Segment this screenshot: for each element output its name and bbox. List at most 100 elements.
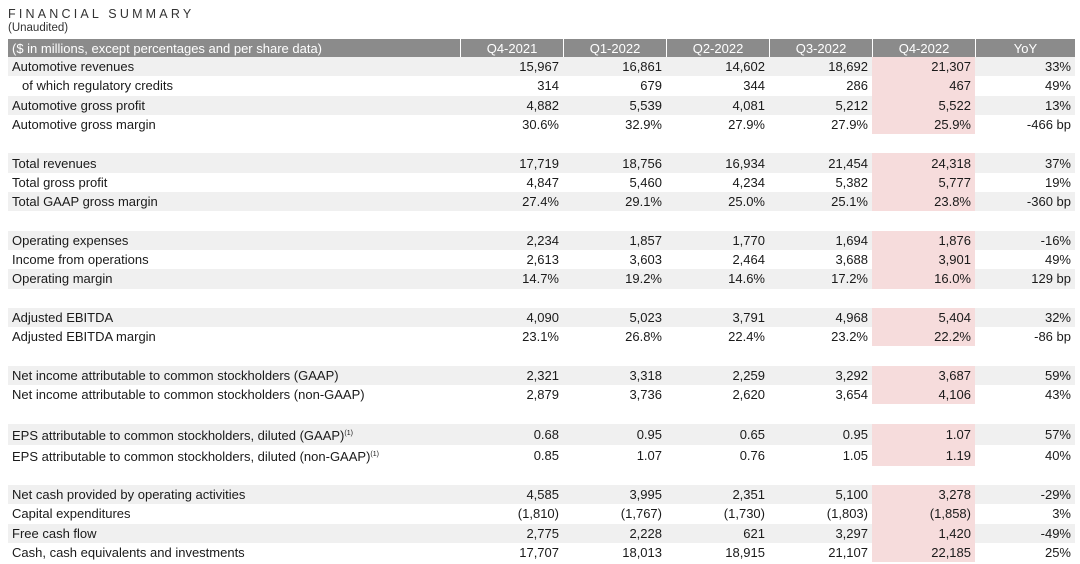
column-header-q2-2022: Q2-2022 xyxy=(666,39,769,57)
row-label: Capital expenditures xyxy=(8,504,460,524)
highlight-value-cell: 5,522 xyxy=(872,95,975,115)
row-label: Adjusted EBITDA margin xyxy=(8,327,460,347)
row-label: Net cash provided by operating activitie… xyxy=(8,484,460,505)
row-label-text: Total GAAP gross margin xyxy=(12,194,158,210)
value-cell: 21,107 xyxy=(769,542,872,563)
value-cell: 14.6% xyxy=(666,269,769,289)
row-label: Net income attributable to common stockh… xyxy=(8,385,460,405)
column-header-q4-2021: Q4-2021 xyxy=(460,39,563,57)
yoy-cell: -49% xyxy=(975,523,1075,543)
value-cell: 16,861 xyxy=(563,57,666,77)
yoy-cell: -29% xyxy=(975,484,1075,505)
column-header-q3-2022: Q3-2022 xyxy=(769,39,872,57)
group-spacer xyxy=(8,346,1075,366)
value-cell: 4,882 xyxy=(460,95,563,115)
highlight-value-cell: 21,307 xyxy=(872,57,975,77)
table-row: Income from operations 2,613 3,603 2,464 3,6… xyxy=(8,249,1075,270)
table-row: Automotive revenues 15,967 16,861 14,602 18,… xyxy=(8,57,1075,77)
value-cell: (1,767) xyxy=(563,504,666,524)
value-cell: 0.76 xyxy=(666,444,769,466)
value-cell: 3,603 xyxy=(563,249,666,270)
value-cell: 286 xyxy=(769,76,872,96)
table-row: EPS attributable to common stockholders,… xyxy=(8,444,1075,466)
financial-table: ($ in millions, except percentages and p… xyxy=(8,39,1075,563)
value-cell: 5,382 xyxy=(769,172,872,193)
value-cell: 0.95 xyxy=(769,423,872,445)
value-cell: 21,454 xyxy=(769,153,872,173)
yoy-cell: -466 bp xyxy=(975,114,1075,135)
spacer-cell xyxy=(8,288,1075,308)
row-label: Operating margin xyxy=(8,269,460,289)
highlight-value-cell: 23.8% xyxy=(872,192,975,212)
highlight-value-cell: 22,185 xyxy=(872,542,975,563)
value-cell: 17.2% xyxy=(769,269,872,289)
row-label: of which regulatory credits xyxy=(8,76,460,96)
group-spacer xyxy=(8,288,1075,308)
table-row: EPS attributable to common stockholders,… xyxy=(8,423,1075,445)
column-header-q4-2022: Q4-2022 xyxy=(872,39,975,57)
value-cell: 1,694 xyxy=(769,230,872,250)
row-label-text: Operating expenses xyxy=(12,232,129,248)
value-cell: 2,259 xyxy=(666,365,769,386)
yoy-cell: 129 bp xyxy=(975,269,1075,289)
table-row: Cash, cash equivalents and investments 17… xyxy=(8,542,1075,563)
value-cell: 1,770 xyxy=(666,230,769,250)
yoy-cell: 49% xyxy=(975,76,1075,96)
row-label-text: Net income attributable to common stockh… xyxy=(12,367,339,383)
highlight-value-cell: 16.0% xyxy=(872,269,975,289)
row-label-text: EPS attributable to common stockholders,… xyxy=(12,427,345,443)
highlight-value-cell: 25.9% xyxy=(872,114,975,135)
row-label-text: Adjusted EBITDA xyxy=(12,310,114,325)
group-spacer xyxy=(8,134,1075,154)
table-row: Total revenues 17,719 18,756 16,934 21,454 24… xyxy=(8,153,1075,173)
value-cell: 4,234 xyxy=(666,172,769,193)
value-cell: 16,934 xyxy=(666,153,769,173)
row-label: Cash, cash equivalents and investments xyxy=(8,542,460,563)
value-cell: 314 xyxy=(460,76,563,96)
value-cell: 2,620 xyxy=(666,385,769,405)
row-label: Automotive gross profit xyxy=(8,95,460,115)
row-label-text: Adjusted EBITDA margin xyxy=(12,329,156,345)
row-label-text: Income from operations xyxy=(12,252,149,268)
column-header-q1-2022: Q1-2022 xyxy=(563,39,666,57)
value-cell: 25.0% xyxy=(666,192,769,212)
row-label: Automotive revenues xyxy=(8,57,460,77)
value-cell: 3,995 xyxy=(563,484,666,505)
value-cell: 0.95 xyxy=(563,423,666,445)
yoy-cell: 25% xyxy=(975,542,1075,563)
value-cell: 3,736 xyxy=(563,385,666,405)
row-label-text: Operating margin xyxy=(12,271,113,287)
value-cell: 23.2% xyxy=(769,327,872,347)
row-label-text: Total revenues xyxy=(12,155,97,171)
value-cell: 2,321 xyxy=(460,365,563,386)
value-cell: 3,318 xyxy=(563,365,666,386)
value-cell: 18,756 xyxy=(563,153,666,173)
value-cell: 18,013 xyxy=(563,542,666,563)
group-spacer xyxy=(8,465,1075,485)
value-cell: 23.1% xyxy=(460,327,563,347)
value-cell: 679 xyxy=(563,76,666,96)
row-label-text: EPS attributable to common stockholders,… xyxy=(12,448,371,464)
footnote-marker: (1) xyxy=(344,429,353,437)
page-subtitle: (Unaudited) xyxy=(8,22,69,34)
table-row: Adjusted EBITDA margin 23.1% 26.8% 22.4% 23.… xyxy=(8,327,1075,347)
table-row: Total gross profit 4,847 5,460 4,234 5,382 5,… xyxy=(8,172,1075,193)
highlight-value-cell: 1,420 xyxy=(872,523,975,543)
spacer-cell xyxy=(8,134,1075,154)
value-cell: 0.68 xyxy=(460,423,563,445)
value-cell: 5,023 xyxy=(563,307,666,328)
value-cell: 3,297 xyxy=(769,523,872,543)
value-cell: 344 xyxy=(666,76,769,96)
value-cell: 2,464 xyxy=(666,249,769,270)
yoy-cell: 37% xyxy=(975,153,1075,173)
value-cell: 14,602 xyxy=(666,57,769,77)
row-label: Automotive gross margin xyxy=(8,114,460,135)
row-label-text: Net cash provided by operating activitie… xyxy=(12,487,246,503)
highlight-value-cell: (1,858) xyxy=(872,504,975,524)
value-cell: 19.2% xyxy=(563,269,666,289)
highlight-value-cell: 3,901 xyxy=(872,249,975,270)
value-cell: 2,879 xyxy=(460,385,563,405)
value-cell: 4,847 xyxy=(460,172,563,193)
row-label: Total revenues xyxy=(8,153,460,173)
row-label-text: Free cash flow xyxy=(12,525,97,541)
